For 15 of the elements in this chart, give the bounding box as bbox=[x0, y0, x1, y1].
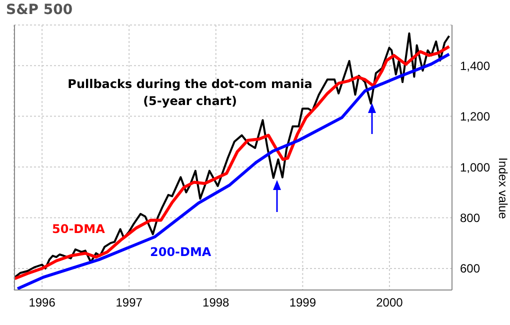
series-label: 50-DMA bbox=[52, 222, 105, 236]
y-tick-label: 1,400 bbox=[460, 58, 490, 73]
x-tick-label: 1996 bbox=[28, 296, 56, 310]
series-label: 200-DMA bbox=[150, 245, 212, 259]
x-tick-label: 1998 bbox=[202, 296, 230, 310]
text: Pullbacks during the dot-com mania (5-year chart) bbox=[66, 76, 314, 110]
x-tick-label: 1999 bbox=[289, 296, 316, 310]
y-axis-title: Index value bbox=[496, 158, 510, 220]
y-tick-label: 800 bbox=[460, 210, 480, 225]
chart-title: S&P 500 bbox=[6, 2, 73, 18]
x-tick-label: 1997 bbox=[116, 296, 143, 310]
y-tick-label: 600 bbox=[460, 262, 480, 276]
y-tick-label: 1,200 bbox=[460, 110, 490, 124]
x-tick-label: 2000 bbox=[376, 296, 404, 310]
y-tick-label: 1,000 bbox=[460, 160, 490, 174]
